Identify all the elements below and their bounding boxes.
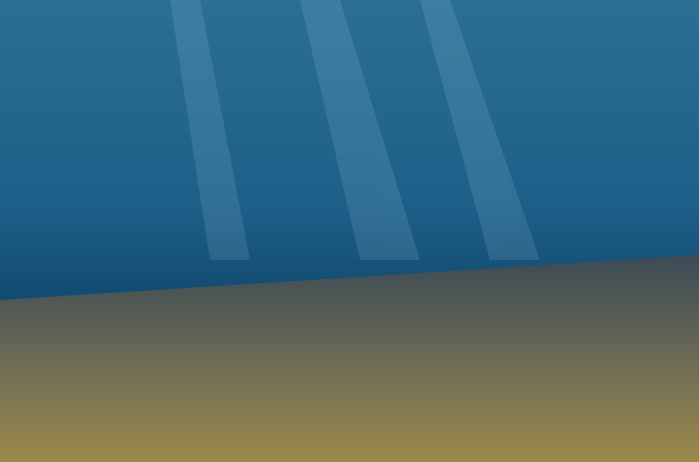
- light-rays: [170, 0, 540, 260]
- carbon-substrate: [0, 255, 699, 462]
